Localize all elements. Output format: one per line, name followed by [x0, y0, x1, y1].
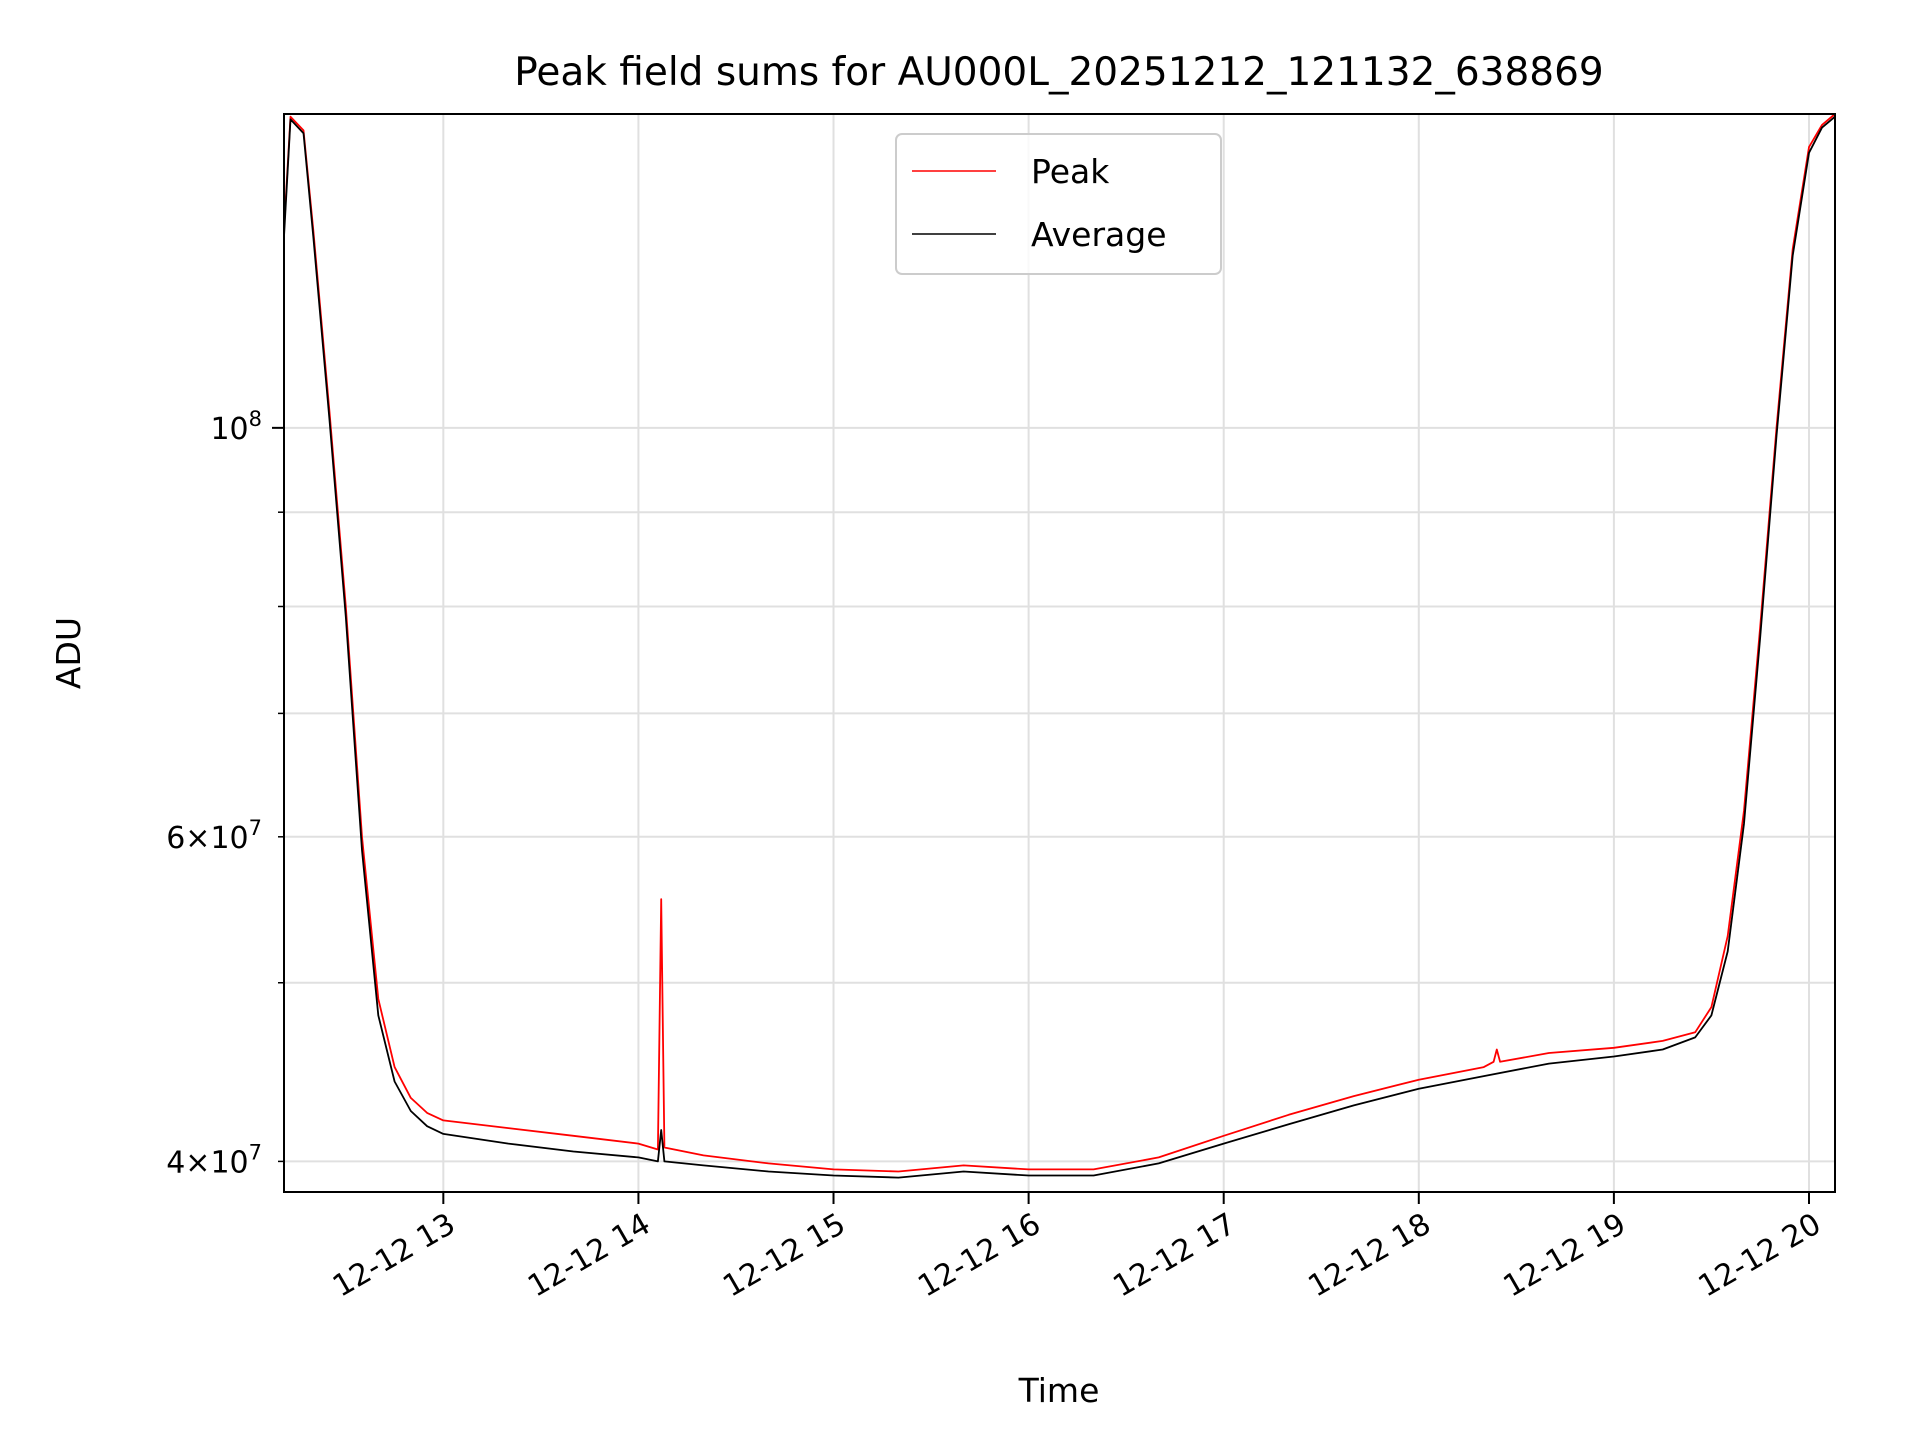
y-tick-label: 108	[210, 407, 262, 447]
legend: Peak Average	[895, 133, 1222, 275]
y-tick-label: 4×107	[166, 1140, 262, 1180]
y-axis-title: ADU	[49, 617, 88, 689]
gridlines	[284, 114, 1835, 1192]
y-axis-ticks: 4×107 6×107 108	[166, 407, 284, 1180]
y-tick-label: 6×107	[166, 816, 262, 856]
series-lines	[283, 113, 1836, 1179]
legend-box	[895, 133, 1222, 275]
chart-title: Peak field sums for AU000L_20251212_1211…	[514, 50, 1603, 95]
legend-label-average: Average	[1031, 215, 1167, 254]
series-line-peak	[283, 113, 1836, 1173]
legend-label-peak: Peak	[1031, 152, 1110, 191]
plot-frame	[283, 113, 1836, 1193]
plot-area	[284, 114, 1835, 1192]
x-axis-title: Time	[1018, 1371, 1100, 1410]
series-line-average	[283, 116, 1836, 1179]
